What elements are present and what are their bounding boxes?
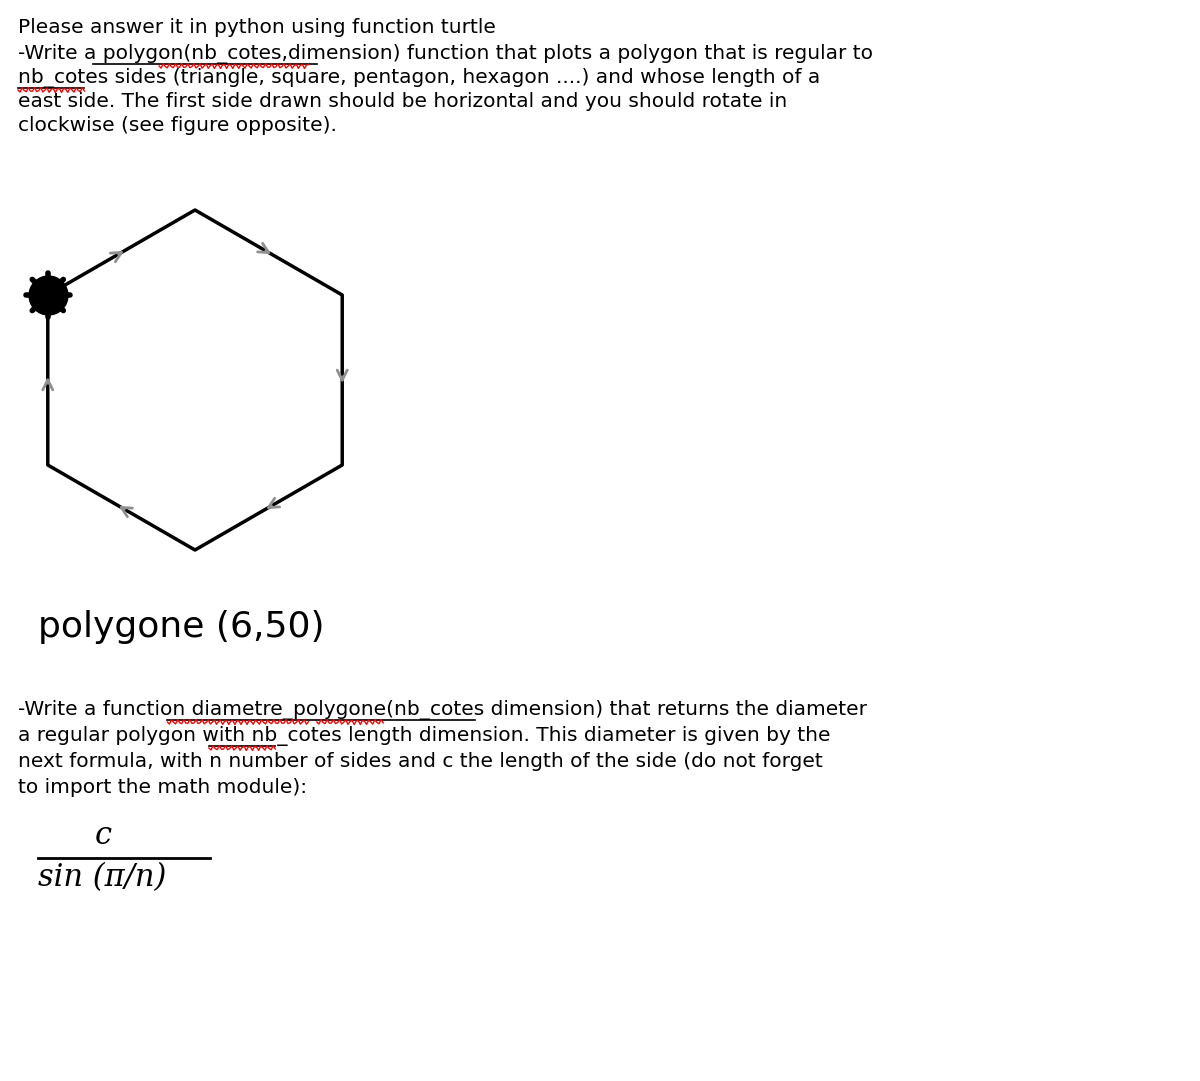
Text: polygone (6,50): polygone (6,50) (38, 610, 324, 644)
Text: nb_cotes sides (triangle, square, pentagon, hexagon ....) and whose length of a: nb_cotes sides (triangle, square, pentag… (18, 68, 821, 88)
Text: sin (π/n): sin (π/n) (38, 862, 167, 893)
Text: -Write a function diametre_polygone(nb_cotes dimension) that returns the diamete: -Write a function diametre_polygone(nb_c… (18, 700, 866, 720)
Text: next formula, with n number of sides and c the length of the side (do not forget: next formula, with n number of sides and… (18, 752, 823, 771)
Text: a regular polygon with nb_cotes length dimension. This diameter is given by the: a regular polygon with nb_cotes length d… (18, 726, 830, 746)
Text: c: c (95, 820, 112, 851)
Text: to import the math module):: to import the math module): (18, 778, 307, 797)
Text: -Write a polygon(nb_cotes,dimension) function that plots a polygon that is regul: -Write a polygon(nb_cotes,dimension) fun… (18, 44, 874, 64)
Text: clockwise (see figure opposite).: clockwise (see figure opposite). (18, 116, 337, 135)
Text: Please answer it in python using function turtle: Please answer it in python using functio… (18, 18, 496, 37)
Text: east side. The first side drawn should be horizontal and you should rotate in: east side. The first side drawn should b… (18, 92, 787, 111)
